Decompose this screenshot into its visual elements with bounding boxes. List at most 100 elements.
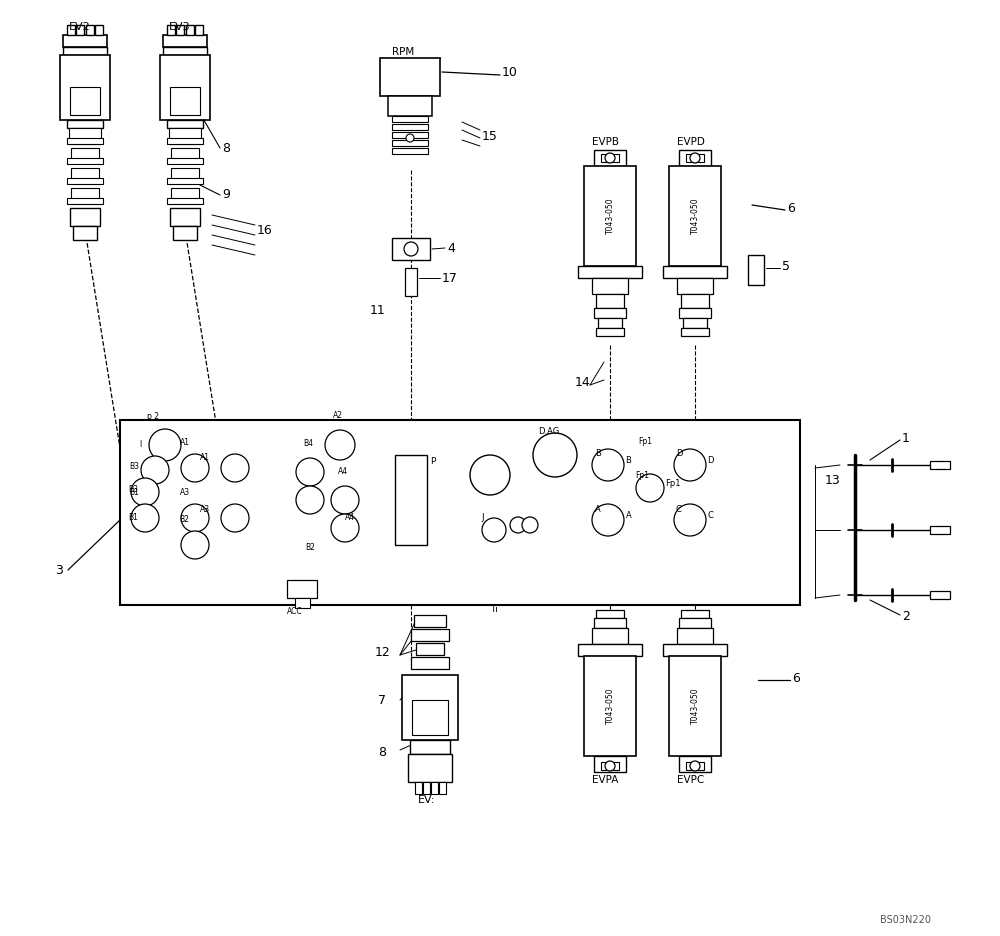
Text: Fp1: Fp1 [665,479,681,489]
Bar [592,628,628,644]
Text: T043-050: T043-050 [690,197,700,234]
Text: B1: B1 [128,514,138,522]
Text: EVPB: EVPB [592,137,619,147]
Circle shape [221,454,249,482]
Bar [160,55,210,120]
Bar [402,675,458,740]
Text: Fp1: Fp1 [635,471,649,479]
Bar [594,150,626,166]
Bar [663,266,727,278]
Bar [405,268,417,296]
Text: B4: B4 [303,440,313,448]
Bar [71,168,99,182]
Bar [596,328,624,336]
Bar [392,238,430,260]
Circle shape [131,478,159,506]
Text: 15: 15 [482,130,498,143]
Circle shape [605,153,615,163]
Text: T043-050: T043-050 [606,197,614,234]
Circle shape [470,455,510,495]
Circle shape [331,486,359,514]
Bar [679,618,711,628]
Text: B2: B2 [180,516,189,524]
Text: 8: 8 [378,745,386,758]
Circle shape [674,504,706,536]
Text: 8: 8 [222,141,230,154]
Bar [176,25,184,35]
Bar [95,25,103,35]
Bar [171,168,199,182]
Bar [69,128,101,144]
Bar [67,25,75,35]
Circle shape [522,517,538,533]
Text: EVPA: EVPA [592,775,618,785]
Text: B1: B1 [130,489,139,497]
Bar [392,124,428,130]
Bar [411,629,449,641]
Bar [170,87,200,115]
Bar [686,154,704,162]
Bar [295,598,310,608]
Bar [76,25,84,35]
Text: 14: 14 [575,375,591,388]
Bar [392,140,428,146]
Bar [67,178,103,184]
Circle shape [131,504,159,532]
Text: A4: A4 [345,514,355,522]
Bar [73,226,97,240]
Bar [171,148,199,162]
Bar [601,762,619,770]
Text: EVPD: EVPD [677,137,705,147]
Bar [930,591,950,599]
Text: T043-050: T043-050 [690,688,700,724]
Text: A2: A2 [332,411,342,419]
Bar [596,610,624,618]
Bar [412,700,448,735]
Bar [594,756,626,772]
Text: T043-050: T043-050 [606,688,614,724]
Bar [663,644,727,656]
Text: 16: 16 [257,224,273,237]
Text: D: D [676,448,682,458]
Bar [411,657,449,669]
Circle shape [406,134,414,142]
Bar [67,158,103,164]
Text: 17: 17 [442,271,458,285]
Circle shape [482,518,506,542]
Circle shape [181,454,209,482]
Bar [170,208,200,226]
Bar [70,208,100,226]
Bar [414,615,446,627]
Circle shape [592,449,624,481]
Bar [410,740,450,754]
Text: 3: 3 [55,563,63,577]
Text: 9: 9 [222,188,230,201]
Bar [186,25,194,35]
Bar [584,656,636,756]
Bar [416,643,444,655]
Bar [120,420,800,605]
Text: A1: A1 [180,438,190,447]
Bar [578,644,642,656]
Bar [67,138,103,144]
Text: I: I [140,440,142,449]
Text: 10: 10 [502,66,518,80]
Bar [681,328,709,336]
Bar [395,455,427,545]
Circle shape [404,242,418,256]
Text: 5: 5 [782,259,790,272]
Bar [287,580,317,598]
Circle shape [510,517,526,533]
Text: A: A [626,511,631,519]
Circle shape [690,153,700,163]
Bar [63,35,107,47]
Text: C: C [708,511,713,519]
Text: 6: 6 [787,201,795,214]
Text: EVPC: EVPC [677,775,704,785]
Bar [380,58,440,96]
Bar [601,154,619,162]
Bar [930,526,950,534]
Text: A: A [595,505,601,515]
Bar [930,461,950,469]
Text: J: J [481,514,484,522]
